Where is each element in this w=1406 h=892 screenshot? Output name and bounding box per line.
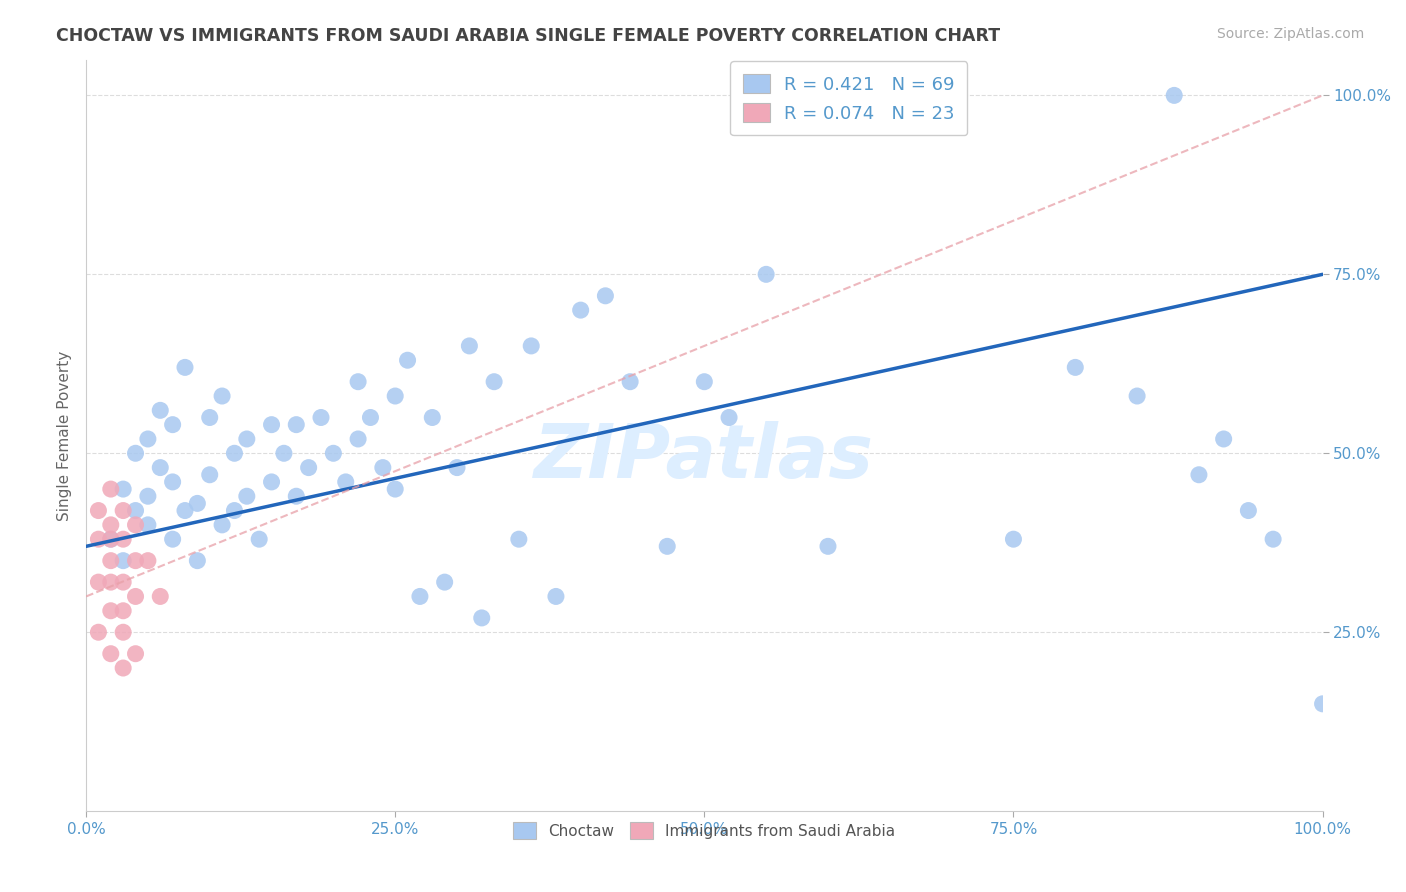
Point	[211, 389, 233, 403]
Legend: Choctaw, Immigrants from Saudi Arabia: Choctaw, Immigrants from Saudi Arabia	[508, 816, 901, 845]
Point	[174, 360, 197, 375]
Point	[458, 339, 481, 353]
Point	[471, 611, 494, 625]
Point	[595, 289, 617, 303]
Point	[569, 303, 592, 318]
Point	[384, 389, 406, 403]
Point	[149, 460, 172, 475]
Point	[718, 410, 741, 425]
Point	[112, 532, 135, 546]
Point	[87, 575, 110, 590]
Point	[112, 575, 135, 590]
Point	[335, 475, 357, 489]
Point	[186, 496, 208, 510]
Point	[100, 532, 122, 546]
Point	[162, 532, 184, 546]
Point	[273, 446, 295, 460]
Point	[124, 503, 146, 517]
Point	[100, 604, 122, 618]
Point	[112, 604, 135, 618]
Point	[198, 410, 221, 425]
Point	[1163, 88, 1185, 103]
Point	[520, 339, 543, 353]
Point	[100, 554, 122, 568]
Point	[136, 489, 159, 503]
Point	[1064, 360, 1087, 375]
Point	[87, 532, 110, 546]
Point	[149, 403, 172, 417]
Point	[124, 554, 146, 568]
Point	[124, 446, 146, 460]
Point	[433, 575, 456, 590]
Point	[198, 467, 221, 482]
Point	[298, 460, 321, 475]
Point	[100, 517, 122, 532]
Text: ZIPatlas: ZIPatlas	[534, 421, 875, 494]
Point	[1261, 532, 1284, 546]
Point	[87, 503, 110, 517]
Point	[236, 432, 259, 446]
Point	[420, 410, 443, 425]
Point	[1002, 532, 1025, 546]
Point	[186, 554, 208, 568]
Point	[508, 532, 530, 546]
Point	[112, 661, 135, 675]
Point	[112, 625, 135, 640]
Point	[174, 503, 197, 517]
Point	[87, 625, 110, 640]
Point	[112, 554, 135, 568]
Point	[100, 575, 122, 590]
Point	[755, 268, 778, 282]
Point	[322, 446, 344, 460]
Point	[347, 432, 370, 446]
Point	[124, 590, 146, 604]
Point	[224, 503, 246, 517]
Point	[149, 590, 172, 604]
Point	[162, 417, 184, 432]
Point	[247, 532, 270, 546]
Point	[396, 353, 419, 368]
Point	[260, 475, 283, 489]
Point	[817, 539, 839, 553]
Point	[1126, 389, 1149, 403]
Point	[446, 460, 468, 475]
Text: Source: ZipAtlas.com: Source: ZipAtlas.com	[1216, 27, 1364, 41]
Point	[1237, 503, 1260, 517]
Point	[657, 539, 679, 553]
Point	[162, 475, 184, 489]
Point	[100, 532, 122, 546]
Text: CHOCTAW VS IMMIGRANTS FROM SAUDI ARABIA SINGLE FEMALE POVERTY CORRELATION CHART: CHOCTAW VS IMMIGRANTS FROM SAUDI ARABIA …	[56, 27, 1000, 45]
Point	[619, 375, 641, 389]
Point	[1212, 432, 1234, 446]
Point	[1188, 467, 1211, 482]
Point	[136, 432, 159, 446]
Point	[285, 489, 308, 503]
Point	[482, 375, 505, 389]
Point	[100, 647, 122, 661]
Point	[100, 482, 122, 496]
Point	[359, 410, 381, 425]
Point	[1312, 697, 1334, 711]
Point	[285, 417, 308, 432]
Point	[112, 503, 135, 517]
Point	[136, 517, 159, 532]
Point	[136, 554, 159, 568]
Point	[224, 446, 246, 460]
Point	[347, 375, 370, 389]
Point	[693, 375, 716, 389]
Point	[211, 517, 233, 532]
Point	[124, 647, 146, 661]
Point	[544, 590, 567, 604]
Point	[371, 460, 394, 475]
Point	[384, 482, 406, 496]
Point	[260, 417, 283, 432]
Point	[124, 517, 146, 532]
Point	[236, 489, 259, 503]
Y-axis label: Single Female Poverty: Single Female Poverty	[58, 351, 72, 521]
Point	[309, 410, 332, 425]
Point	[112, 482, 135, 496]
Point	[409, 590, 432, 604]
